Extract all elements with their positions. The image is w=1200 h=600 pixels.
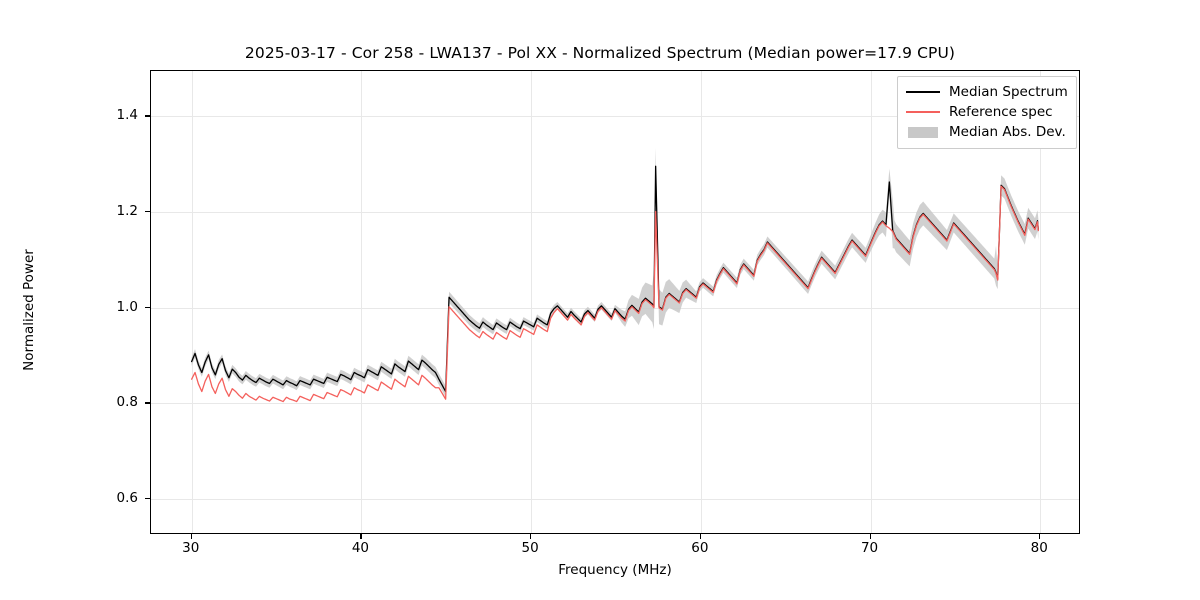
x-tick-label: 70 xyxy=(860,540,879,556)
y-tickmark xyxy=(145,402,150,404)
y-tick-label: 0.8 xyxy=(116,394,138,411)
gridline-vertical xyxy=(361,71,363,533)
page-title: 2025-03-17 - Cor 258 - LWA137 - Pol XX -… xyxy=(244,44,956,62)
y-tickmark xyxy=(145,115,150,117)
gridline-vertical xyxy=(1040,71,1042,533)
gridline-vertical xyxy=(191,71,193,533)
y-axis-label: Normalized Power xyxy=(21,249,37,371)
y-tick-label: 1.0 xyxy=(116,298,138,315)
gridline-horizontal xyxy=(151,116,1079,118)
gridline-horizontal xyxy=(151,212,1079,214)
legend-item-reference-spec[interactable]: Reference spec xyxy=(906,102,1068,122)
x-tickmark xyxy=(1039,534,1041,539)
gridline-vertical xyxy=(870,71,872,533)
x-tickmark xyxy=(190,534,192,539)
x-tick-label: 50 xyxy=(521,540,539,556)
legend-item-median-spectrum[interactable]: Median Spectrum xyxy=(906,82,1068,102)
legend-label: Median Spectrum xyxy=(949,84,1068,100)
legend-label: Median Abs. Dev. xyxy=(949,124,1066,140)
x-tickmark xyxy=(360,534,362,539)
gridline-vertical xyxy=(700,71,702,533)
x-tick-label: 40 xyxy=(351,540,370,556)
x-tickmark xyxy=(699,534,701,539)
y-tick-label: 1.4 xyxy=(116,107,138,124)
mad-band xyxy=(191,147,1039,398)
legend-swatch-line-icon xyxy=(906,85,940,99)
legend-label: Reference spec xyxy=(949,104,1053,120)
y-tickmark xyxy=(145,211,150,213)
data-layer xyxy=(151,147,1079,533)
legend-swatch-patch-icon xyxy=(906,125,940,139)
gridline-vertical xyxy=(531,71,533,533)
median-spectrum-line xyxy=(192,166,1039,391)
y-tickmark xyxy=(145,498,150,500)
x-tick-label: 30 xyxy=(182,540,200,556)
x-tickmark xyxy=(530,534,532,539)
x-axis-label: Frequency (MHz) xyxy=(558,562,672,578)
y-tick-label: 0.6 xyxy=(116,490,138,507)
legend-swatch-line-icon xyxy=(906,105,940,119)
legend[interactable]: Median Spectrum Reference spec Median Ab… xyxy=(897,76,1077,149)
x-tickmark xyxy=(869,534,871,539)
gridline-horizontal xyxy=(151,499,1079,501)
x-tick-label: 80 xyxy=(1030,540,1048,556)
reference-spec-line xyxy=(192,186,1039,401)
mad-band-fill xyxy=(191,147,1039,398)
y-tickmark xyxy=(145,306,150,308)
x-tick-label: 60 xyxy=(691,540,709,556)
y-tick-label: 1.2 xyxy=(116,203,138,220)
gridline-horizontal xyxy=(151,403,1079,405)
legend-item-median-abs-dev[interactable]: Median Abs. Dev. xyxy=(906,122,1068,142)
